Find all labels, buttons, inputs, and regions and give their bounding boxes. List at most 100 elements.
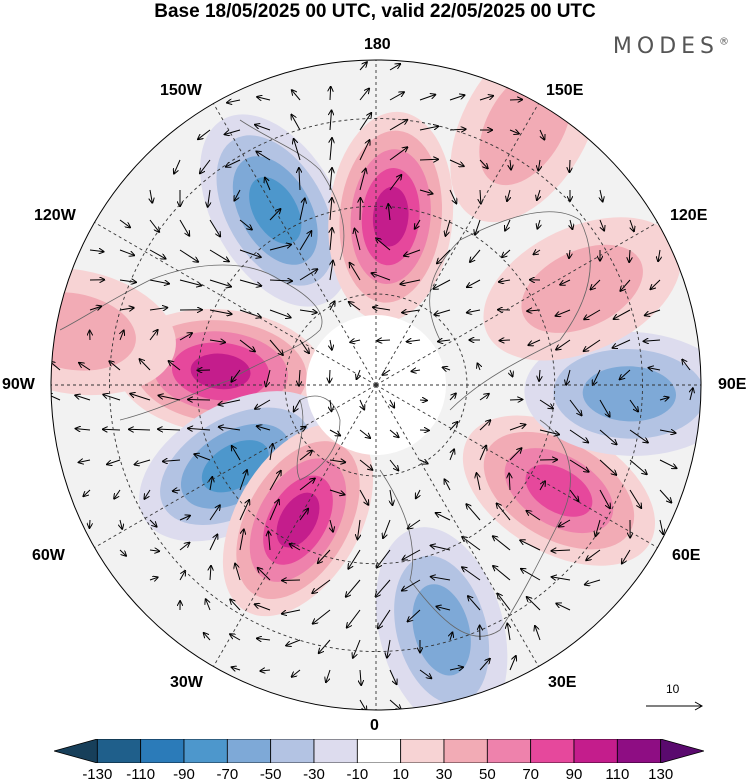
wind-arrow bbox=[620, 369, 631, 379]
wind-arrow bbox=[299, 451, 312, 461]
wind-arrow bbox=[556, 339, 571, 350]
wind-arrow bbox=[372, 273, 391, 281]
wind-arrow bbox=[179, 543, 189, 551]
colorbar-swatch bbox=[443, 739, 488, 763]
wind-arrow bbox=[645, 309, 661, 315]
wind-arrow bbox=[376, 579, 391, 597]
wind-arrow bbox=[234, 189, 241, 201]
wind-arrow bbox=[411, 370, 421, 371]
wind-arrow bbox=[389, 64, 400, 71]
lon-label-90w: 90W bbox=[2, 376, 35, 393]
wind-arrow bbox=[129, 429, 151, 430]
wind-arrow bbox=[389, 429, 399, 437]
wind-arrow bbox=[200, 159, 211, 173]
wind-arrow bbox=[299, 168, 300, 191]
wind-arrow bbox=[534, 250, 541, 254]
reference-vector-label: 10 bbox=[666, 682, 680, 696]
wind-arrow bbox=[330, 339, 332, 350]
colorbar-swatch bbox=[616, 739, 662, 763]
wind-arrow bbox=[149, 308, 167, 310]
wind-arrow bbox=[359, 489, 368, 505]
wind-arrow bbox=[400, 279, 421, 284]
wind-arrow bbox=[509, 448, 521, 461]
colorbar-tick-label: -10 bbox=[346, 766, 369, 783]
wind-arrow bbox=[158, 429, 181, 430]
colorbar-swatch bbox=[140, 739, 185, 763]
wind-arrow bbox=[188, 428, 211, 430]
colorbar-tick-label: -50 bbox=[259, 766, 282, 783]
wind-arrow bbox=[389, 669, 397, 684]
wind-arrow bbox=[586, 549, 601, 560]
wind-arrow bbox=[389, 147, 407, 161]
wind-arrow bbox=[179, 571, 185, 581]
wind-arrow bbox=[51, 394, 61, 401]
wind-arrow bbox=[174, 159, 181, 174]
wind-arrow bbox=[330, 519, 333, 532]
wind-arrow bbox=[359, 459, 372, 470]
wind-arrow bbox=[179, 219, 189, 236]
wind-arrow bbox=[329, 489, 344, 495]
wind-arrow bbox=[353, 639, 361, 658]
wind-arrow bbox=[270, 444, 273, 461]
wind-arrow bbox=[649, 368, 661, 370]
wind-arrow bbox=[230, 599, 241, 611]
colorbar-tick-label: 130 bbox=[648, 766, 674, 783]
colorbar-swatch bbox=[270, 739, 315, 763]
wind-arrow bbox=[467, 279, 481, 287]
wind-arrow bbox=[75, 395, 91, 401]
wind-arrow bbox=[266, 369, 271, 386]
wind-arrow bbox=[299, 269, 317, 281]
wind-arrow bbox=[140, 359, 151, 371]
colorbar-tick-label: -30 bbox=[303, 766, 325, 783]
wind-arrow bbox=[479, 420, 490, 431]
wind-arrow bbox=[419, 95, 435, 101]
meridian-line bbox=[213, 384, 377, 667]
lon-label-150w: 150W bbox=[160, 82, 202, 99]
wind-arrow bbox=[149, 550, 159, 551]
wind-arrow bbox=[402, 310, 421, 313]
wind-arrow bbox=[500, 340, 511, 341]
wind-arrow bbox=[299, 427, 306, 430]
wind-arrow bbox=[404, 249, 421, 256]
wind-arrow bbox=[650, 279, 661, 289]
wind-arrow bbox=[350, 340, 361, 342]
wind-arrow bbox=[257, 97, 271, 100]
wind-arrow bbox=[402, 549, 421, 560]
wind-arrow bbox=[498, 594, 511, 611]
wind-arrow bbox=[660, 519, 663, 534]
wind-arrow bbox=[291, 115, 301, 131]
wind-arrow bbox=[299, 478, 315, 491]
wind-arrow bbox=[479, 394, 489, 401]
wind-arrow bbox=[232, 446, 241, 461]
wind-arrow bbox=[658, 249, 660, 261]
wind-arrow bbox=[659, 459, 676, 468]
wind-arrow bbox=[475, 219, 481, 235]
wind-arrow bbox=[476, 473, 481, 491]
wind-arrow bbox=[419, 190, 433, 194]
wind-arrow bbox=[600, 189, 603, 202]
wind-arrow bbox=[357, 519, 360, 539]
wind-arrow bbox=[209, 535, 217, 551]
colorbar-swatch bbox=[486, 739, 532, 763]
wind-arrow bbox=[600, 219, 604, 230]
wind-arrow bbox=[226, 159, 241, 167]
colorbar-tick-label: -130 bbox=[82, 766, 113, 783]
wind-arrow bbox=[470, 249, 481, 262]
wind-arrow bbox=[312, 579, 331, 593]
wind-arrow bbox=[257, 638, 271, 640]
wind-arrow bbox=[299, 369, 300, 386]
wind-arrow bbox=[499, 280, 511, 282]
wind-arrow bbox=[239, 339, 255, 351]
wind-arrow bbox=[629, 429, 648, 443]
reference-vector: 10 bbox=[642, 682, 712, 712]
wind-arrow bbox=[330, 261, 333, 281]
lon-label-150e: 150E bbox=[546, 82, 584, 99]
colorbar-tick-label: 10 bbox=[392, 766, 409, 783]
wind-arrow bbox=[330, 198, 332, 221]
meridian-line bbox=[94, 384, 377, 548]
meridian-line bbox=[375, 384, 539, 667]
wind-arrow bbox=[659, 489, 671, 503]
wind-arrow bbox=[269, 309, 291, 318]
wind-arrow bbox=[119, 549, 126, 556]
wind-arrow bbox=[150, 189, 152, 203]
